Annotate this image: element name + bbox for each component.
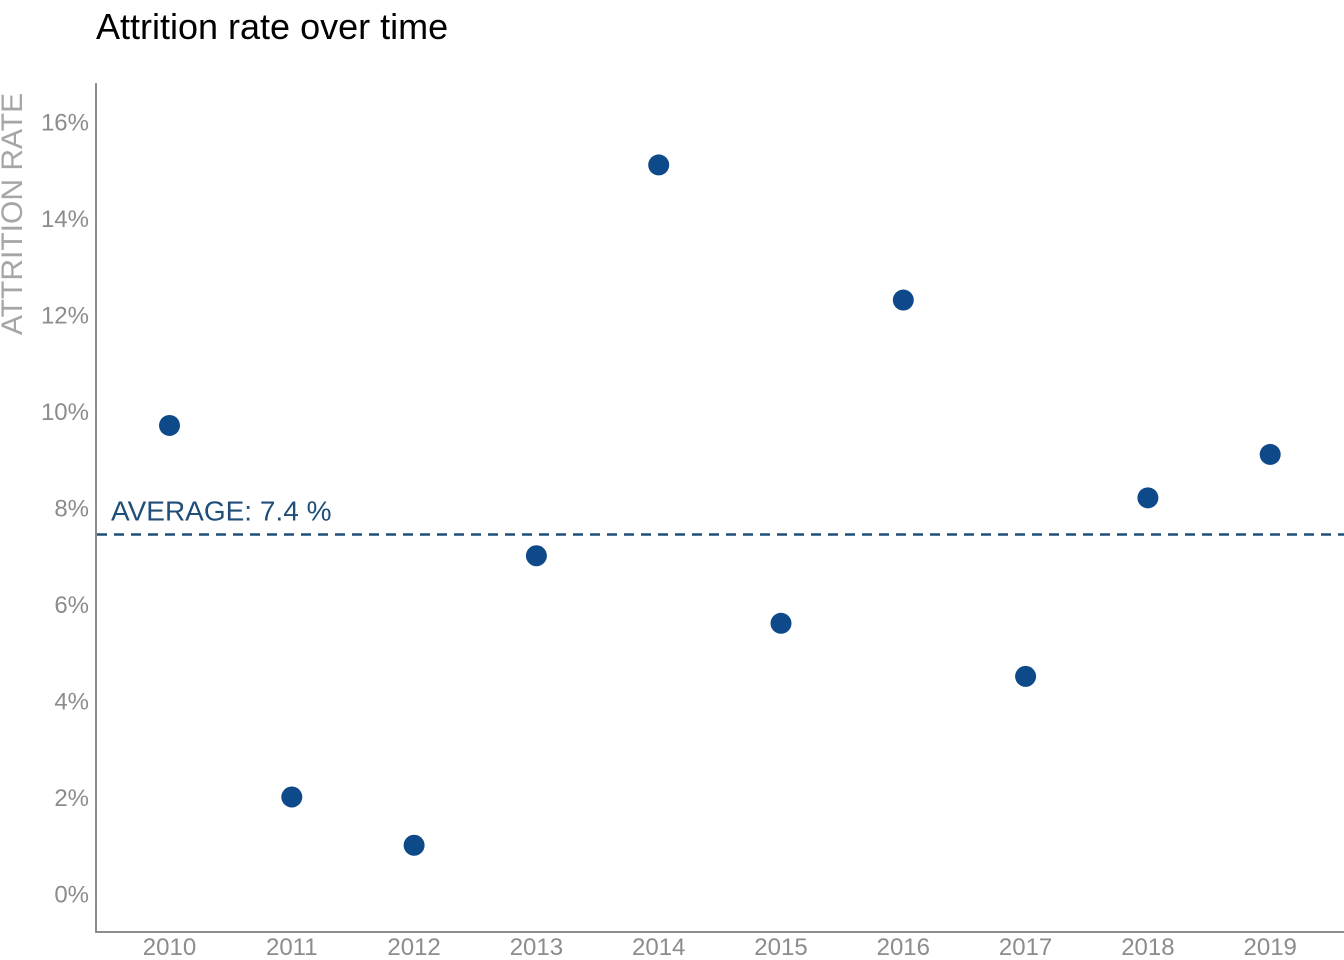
y-tick-label: 2% — [54, 785, 89, 812]
y-axis-title: ATTRITION RATE — [0, 93, 29, 335]
x-tick-label: 2014 — [632, 934, 685, 960]
data-points — [159, 154, 1281, 856]
axes — [95, 83, 1344, 933]
average-label: AVERAGE: 7.4 % — [111, 496, 331, 527]
y-tick-label: 14% — [41, 206, 89, 233]
chart-title: Attrition rate over time — [96, 6, 449, 47]
y-tick-label: 10% — [41, 399, 89, 426]
y-tick-label: 16% — [41, 110, 89, 137]
data-point — [159, 414, 180, 436]
data-point — [648, 154, 670, 176]
y-tick-label: 8% — [54, 496, 89, 523]
data-point — [770, 612, 792, 634]
x-tick-labels: 2010 2011 2012 2013 2014 2015 2016 2017 2018 2019 — [143, 934, 1297, 960]
x-tick-label: 2013 — [510, 934, 563, 960]
x-tick-label: 2018 — [1121, 934, 1174, 960]
x-tick-label: 2017 — [999, 934, 1052, 960]
y-tick-label: 6% — [54, 592, 89, 619]
y-tick-label: 12% — [41, 303, 89, 330]
y-tick-label: 0% — [54, 882, 89, 909]
data-point — [1015, 665, 1037, 687]
y-tick-labels: 0% 2% 4% 6% 8% 10% 12% 14% 16% — [41, 110, 89, 909]
data-point — [1137, 487, 1159, 509]
y-tick-label: 4% — [54, 689, 89, 716]
data-point — [525, 545, 547, 567]
x-tick-label: 2019 — [1244, 934, 1297, 960]
x-tick-label: 2010 — [143, 934, 196, 960]
x-tick-label: 2016 — [877, 934, 930, 960]
x-tick-label: 2012 — [387, 934, 440, 960]
x-tick-label: 2015 — [754, 934, 807, 960]
data-point — [892, 289, 914, 311]
data-point — [403, 834, 425, 856]
data-point — [281, 786, 303, 808]
x-tick-label: 2011 — [266, 934, 318, 960]
average-reference: AVERAGE: 7.4 % — [97, 496, 1344, 536]
data-point — [1259, 443, 1281, 465]
